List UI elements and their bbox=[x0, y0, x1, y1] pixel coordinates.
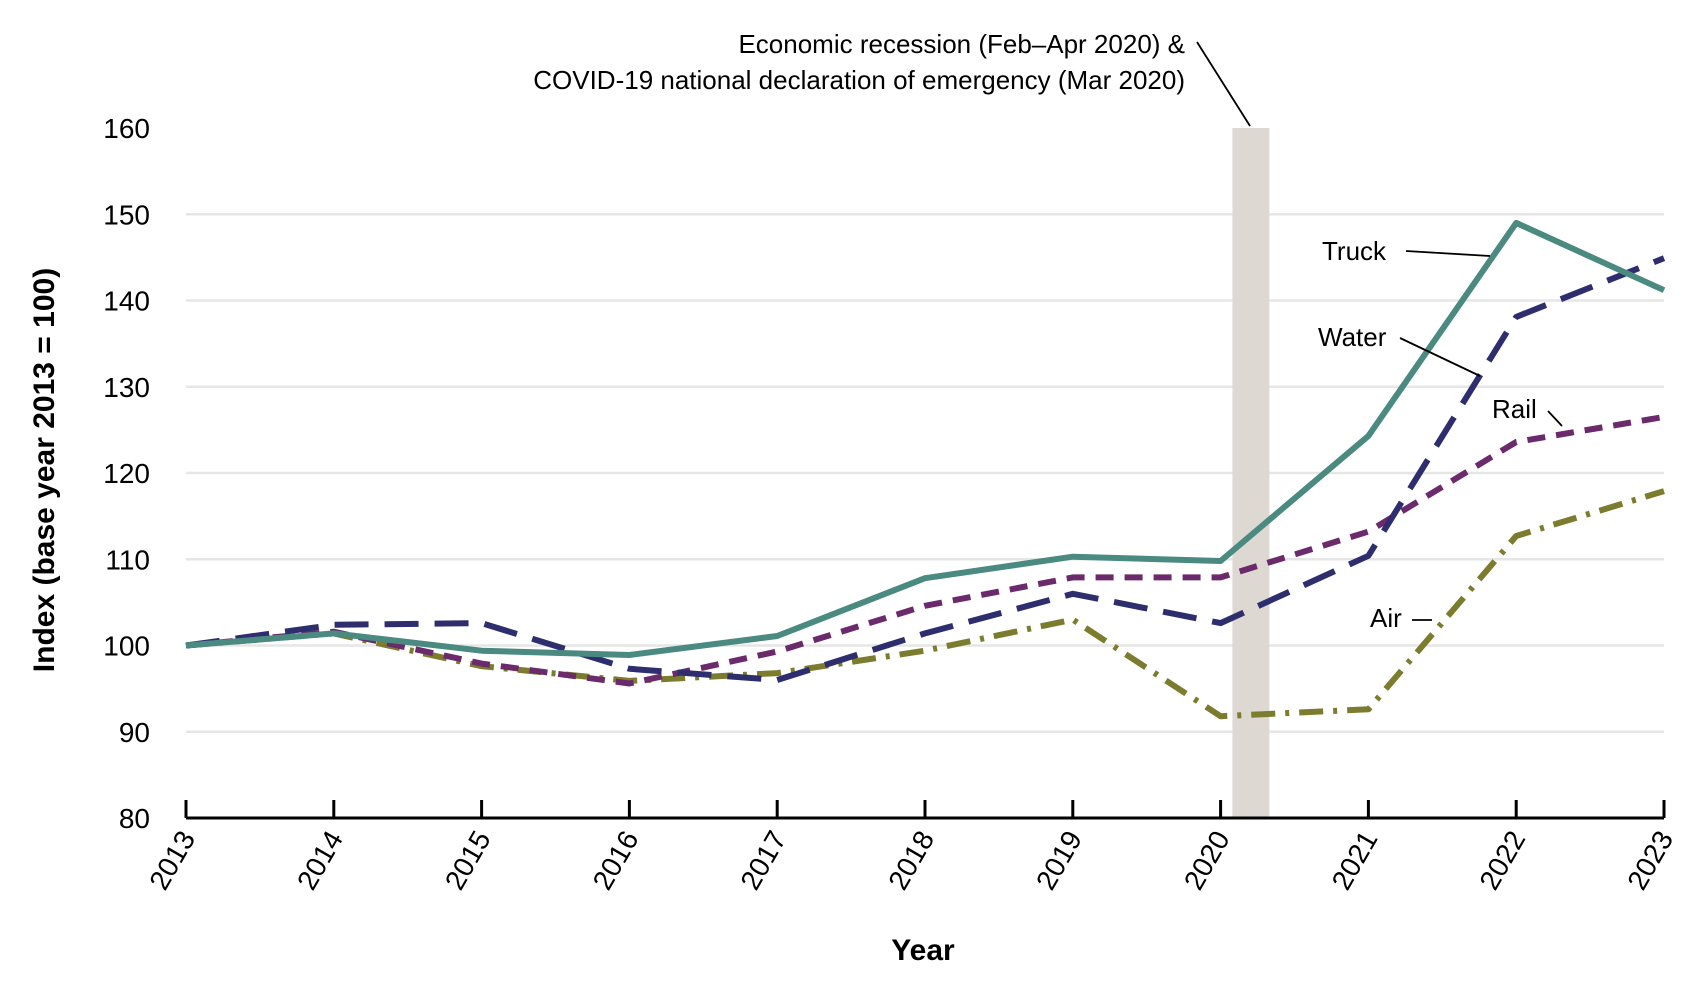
y-tick-label: 110 bbox=[105, 544, 150, 575]
y-tick-label: 150 bbox=[103, 199, 150, 230]
y-tick-label: 80 bbox=[119, 803, 150, 834]
y-tick-labels: 80 90 100 110 120 130 140 150 160 bbox=[103, 113, 150, 834]
y-tick-label: 100 bbox=[103, 631, 150, 662]
series-line-truck bbox=[185, 219, 1666, 658]
x-tick-label: 2018 bbox=[882, 826, 940, 895]
series-line-water bbox=[185, 255, 1666, 683]
y-tick-label: 140 bbox=[103, 286, 150, 317]
recession-annotation-line-1: Economic recession (Feb–Apr 2020) & bbox=[738, 29, 1185, 59]
x-tick-label: 2020 bbox=[1178, 826, 1236, 895]
gridlines bbox=[186, 213, 1664, 733]
recession-band bbox=[1232, 128, 1270, 818]
x-tick-label: 2015 bbox=[439, 826, 497, 895]
recession-annotation-leader bbox=[1196, 41, 1251, 127]
series-leader-rail bbox=[1547, 410, 1563, 427]
x-tick-label: 2023 bbox=[1621, 826, 1679, 895]
x-tick-label: 2016 bbox=[587, 826, 645, 895]
x-tick-label: 2014 bbox=[291, 826, 349, 895]
recession-annotation-line-2: COVID-19 national declaration of emergen… bbox=[533, 65, 1185, 95]
x-tick-label: 2017 bbox=[734, 826, 792, 895]
series-leader-truck bbox=[1405, 250, 1491, 257]
axes bbox=[184, 800, 1666, 820]
series-lines bbox=[185, 219, 1666, 720]
y-tick-label: 160 bbox=[103, 113, 150, 144]
y-tick-label: 90 bbox=[119, 717, 150, 748]
x-tick-labels: 2013 2014 2015 2016 2017 2018 2019 2020 2021 2022… bbox=[143, 826, 1679, 895]
x-tick-label: 2022 bbox=[1473, 826, 1531, 895]
x-tick-label: 2021 bbox=[1326, 826, 1384, 895]
y-axis-title: Index (base year 2013 = 100) bbox=[28, 268, 61, 672]
series-label-truck: Truck bbox=[1322, 236, 1387, 266]
series-label-air: Air bbox=[1370, 603, 1402, 633]
x-axis-title: Year bbox=[891, 934, 955, 967]
series-label-rail: Rail bbox=[1492, 394, 1537, 424]
y-tick-label: 120 bbox=[103, 458, 150, 489]
y-tick-label: 130 bbox=[103, 372, 150, 403]
series-label-water: Water bbox=[1318, 322, 1387, 352]
series-line-rail bbox=[185, 413, 1665, 687]
series-leader-water bbox=[1399, 337, 1481, 377]
x-tick-label: 2013 bbox=[143, 826, 201, 895]
x-tick-label: 2019 bbox=[1030, 826, 1088, 895]
